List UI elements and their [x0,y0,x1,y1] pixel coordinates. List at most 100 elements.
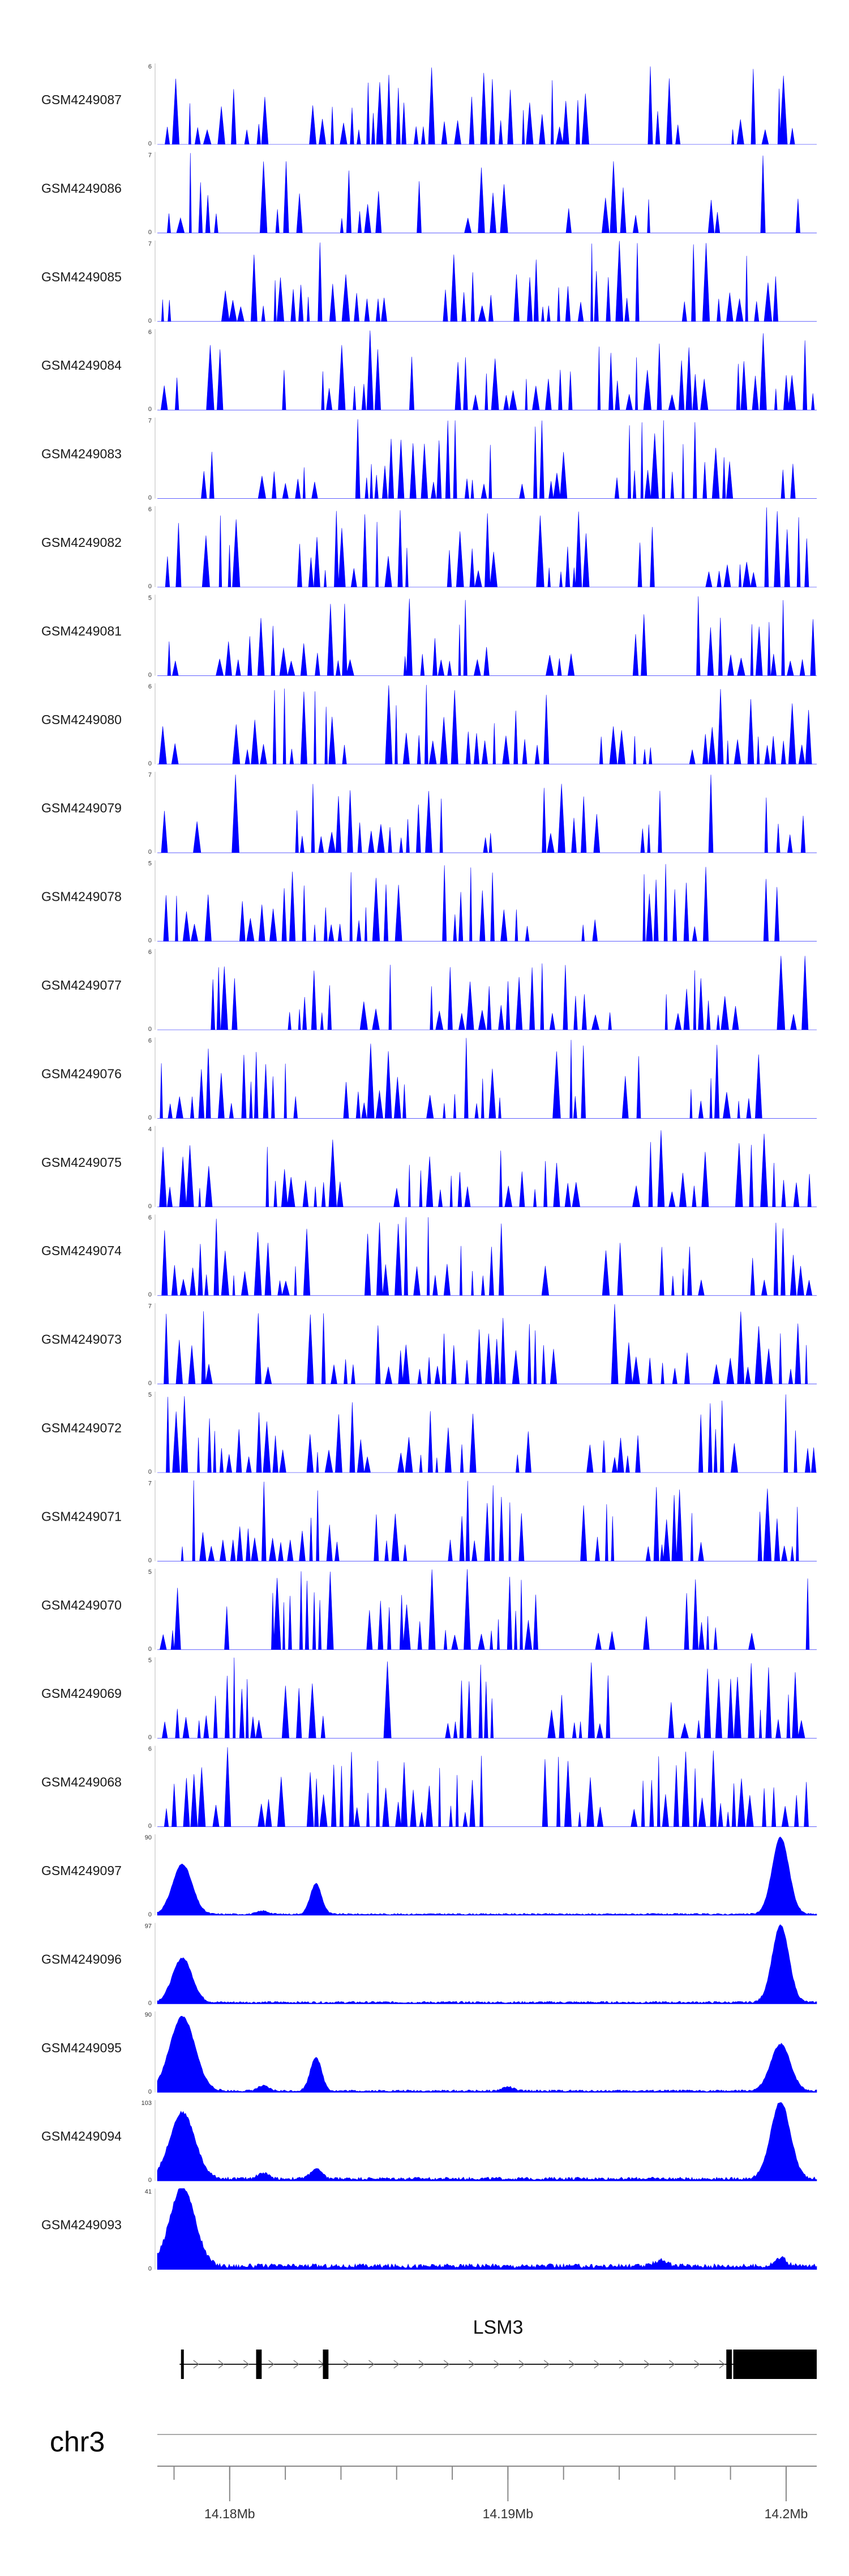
y-max-label: 5 [148,594,152,601]
strand-arrow [193,2360,199,2369]
strand-arrow [293,2360,299,2369]
track: GSM4249070 5 0 [41,1568,817,1653]
signal-area [157,1304,817,1384]
track: GSM4249079 7 0 [41,772,817,855]
signal-area [157,1038,817,1119]
strand-arrow [243,2360,250,2369]
y-min-label: 0 [148,1911,152,1918]
track-label: GSM4249085 [41,269,122,284]
track: GSM4249082 6 0 [41,506,817,590]
strand-arrow [218,2360,225,2369]
y-min-label: 0 [148,495,152,502]
exon-block [323,2350,329,2379]
track-label: GSM4249094 [41,2129,122,2143]
strand-arrow [668,2360,675,2369]
track-label: GSM4249087 [41,92,122,107]
signal-area [157,1657,817,1739]
y-min-label: 0 [148,938,152,944]
strand-arrow [594,2360,600,2369]
track: GSM4249069 5 0 [41,1657,817,1741]
signal-area [157,153,817,233]
track-label: GSM4249084 [41,358,122,373]
signal-area [157,596,817,676]
strand-arrow [694,2360,700,2369]
track: GSM4249076 6 0 [41,1037,817,1121]
exon-block [726,2350,732,2379]
exon-block [256,2350,262,2379]
y-min-label: 0 [148,2177,152,2184]
y-max-label: 5 [148,1657,152,1664]
x-tick-label: 14.19Mb [483,2506,534,2521]
track-label: GSM4249078 [41,889,122,904]
track-label: GSM4249095 [41,2040,122,2055]
track-label: GSM4249086 [41,181,122,195]
y-min-label: 0 [148,406,152,413]
y-max-label: 7 [148,1480,152,1487]
strand-arrow [619,2360,625,2369]
gene-label: LSM3 [473,2317,524,2338]
strand-arrow [494,2360,500,2369]
y-min-label: 0 [148,2000,152,2006]
y-min-label: 0 [148,1646,152,1653]
signal-area [157,2102,817,2181]
y-min-label: 0 [148,140,152,147]
y-max-label: 103 [142,2100,152,2107]
track: GSM4249087 6 0 [41,63,817,147]
signal-area [157,1569,817,1650]
signal-area [157,330,817,410]
track-label: GSM4249077 [41,978,122,992]
signal-area [157,2016,817,2093]
track-label: GSM4249080 [41,712,122,727]
strand-arrow [393,2360,400,2369]
y-max-label: 5 [148,1392,152,1398]
signal-area [157,1217,817,1296]
signal-area [157,1394,817,1473]
strand-arrow [719,2360,726,2369]
signal-tracks: GSM424908760GSM424908670GSM424908570GSM4… [41,63,817,2273]
y-min-label: 0 [148,849,152,855]
y-max-label: 6 [148,63,152,70]
track: GSM4249093 41 0 [41,2188,817,2273]
signal-area [157,956,817,1030]
y-min-label: 0 [148,1380,152,1387]
y-max-label: 7 [148,772,152,778]
track-label: GSM4249096 [41,1952,122,1966]
y-max-label: 90 [145,1834,152,1841]
chromosome-label: chr3 [50,2426,105,2458]
y-min-label: 0 [148,2266,152,2273]
track-label: GSM4249069 [41,1686,122,1701]
track: GSM4249068 6 0 [41,1745,817,1830]
track-label: GSM4249075 [41,1155,122,1170]
y-min-label: 0 [148,2089,152,2095]
y-min-label: 0 [148,1203,152,1210]
strand-arrow [569,2360,575,2369]
signal-area [157,419,817,499]
exon-block [181,2350,184,2379]
track: GSM4249072 5 0 [41,1392,817,1475]
strand-arrow [644,2360,650,2369]
y-min-label: 0 [148,671,152,678]
signal-area [157,1924,817,2004]
y-max-label: 6 [148,1037,152,1044]
y-max-label: 5 [148,1569,152,1576]
signal-area [157,2188,817,2270]
y-max-label: 6 [148,506,152,513]
y-min-label: 0 [148,583,152,590]
track-label: GSM4249079 [41,801,122,815]
y-max-label: 6 [148,1214,152,1221]
y-min-label: 0 [148,1823,152,1830]
track-label: GSM4249070 [41,1598,122,1612]
track-label: GSM4249076 [41,1066,122,1081]
y-min-label: 0 [148,760,152,767]
track-label: GSM4249082 [41,535,122,550]
y-max-label: 6 [148,329,152,336]
track: GSM4249085 7 0 [41,240,817,324]
y-max-label: 6 [148,949,152,956]
track: GSM4249094 103 0 [41,2100,817,2184]
y-max-label: 5 [148,861,152,867]
signal-area [157,774,817,853]
strand-arrow [469,2360,475,2369]
y-min-label: 0 [148,1557,152,1564]
strand-arrow [343,2360,350,2369]
